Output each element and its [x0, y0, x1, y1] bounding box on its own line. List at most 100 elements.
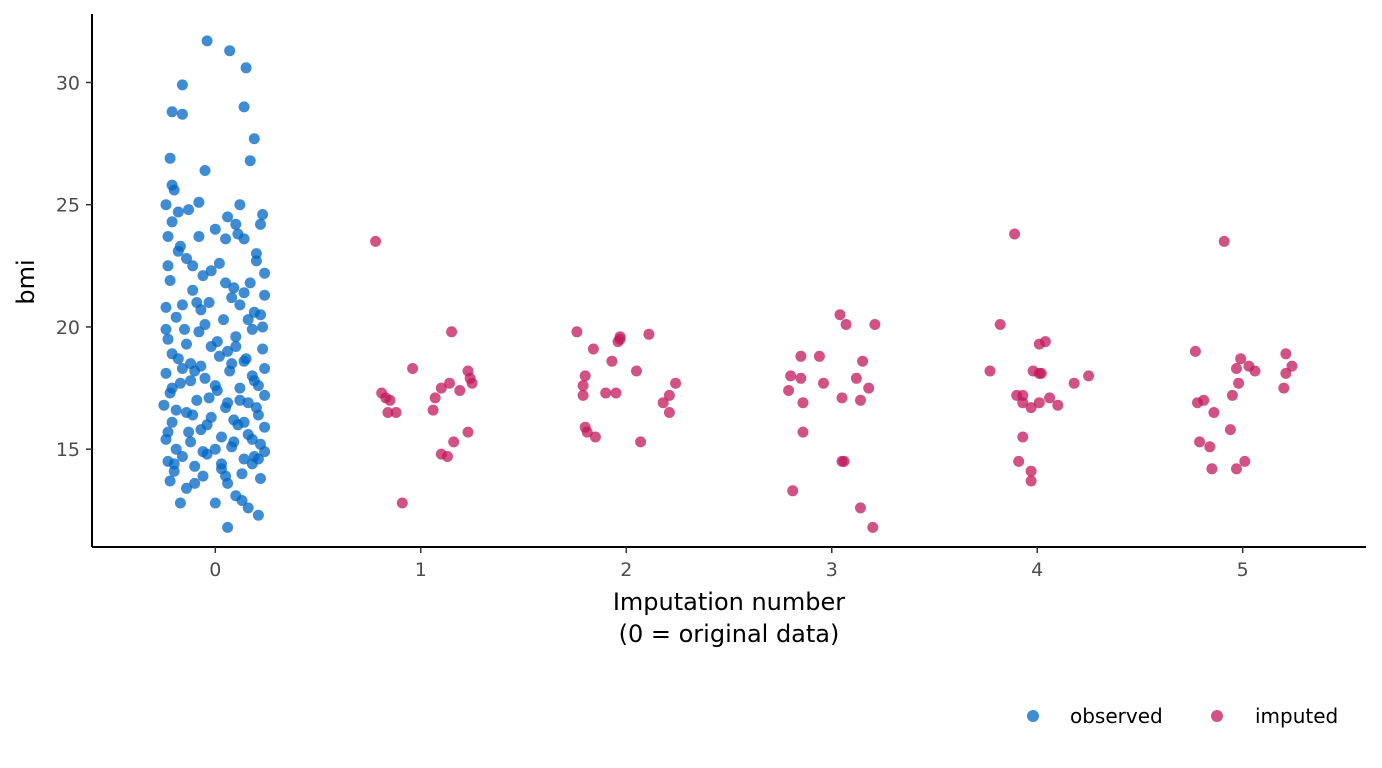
observed-point: [187, 284, 199, 296]
imputed-point: [444, 377, 455, 389]
observed-point: [193, 196, 205, 208]
observed-point: [259, 289, 271, 301]
observed-point: [172, 353, 184, 365]
observed-point: [201, 419, 213, 431]
observed-point: [189, 460, 201, 472]
imputed-point: [850, 372, 862, 384]
observed-point: [211, 336, 223, 348]
imputed-point: [855, 502, 866, 514]
observed-point: [230, 341, 242, 352]
imputed-point: [663, 389, 675, 401]
imputed-point: [1083, 370, 1095, 382]
observed-point: [191, 297, 203, 308]
observed-point: [209, 380, 221, 392]
observed-point: [216, 458, 227, 470]
observed-point: [218, 314, 229, 326]
observed-point: [160, 367, 172, 379]
imputed-point: [610, 387, 622, 399]
imputed-point: [1194, 436, 1206, 448]
observed-point: [220, 277, 232, 289]
observed-point: [236, 495, 248, 506]
observed-point: [220, 470, 232, 482]
observed-point: [228, 282, 240, 294]
observed-point: [238, 287, 250, 299]
observed-point: [230, 331, 242, 343]
imputed-point: [797, 426, 809, 438]
imputed-point: [1013, 455, 1025, 467]
imputed-point: [643, 328, 655, 340]
imputed-point: [429, 392, 441, 404]
observed-point: [259, 446, 271, 458]
observed-point: [164, 475, 176, 487]
observed-point: [199, 372, 211, 384]
imputed-point: [836, 392, 848, 404]
imputed-point: [1204, 441, 1216, 453]
observed-point: [203, 392, 215, 404]
imputed-point: [589, 431, 601, 443]
observed-point: [195, 360, 207, 372]
observed-point: [244, 277, 256, 289]
imputed-point: [587, 343, 599, 355]
imputed-point: [1192, 397, 1203, 409]
observed-point: [228, 436, 240, 448]
observed-point: [236, 468, 248, 480]
axes-layer: 15 20 25 30 0 1 2 3 4 5: [56, 14, 1366, 581]
observed-point: [172, 245, 184, 257]
observed-point: [250, 255, 262, 267]
y-tick-label: 25: [56, 195, 80, 217]
imputed-point: [663, 407, 675, 418]
imputed-point: [1278, 382, 1290, 394]
imputed-point: [390, 407, 402, 418]
observed-point: [220, 233, 232, 245]
imputed-point: [1218, 235, 1230, 247]
imputed-point: [466, 377, 478, 389]
observed-point: [201, 35, 213, 47]
imputed-point: [1286, 360, 1298, 372]
imputed-point: [577, 380, 589, 392]
observed-point: [203, 297, 215, 308]
observed-point: [170, 443, 182, 455]
observed-point: [183, 204, 195, 216]
observed-point: [248, 133, 260, 145]
observed-point: [250, 402, 262, 414]
observed-point: [257, 343, 269, 355]
imputed-point: [384, 394, 396, 406]
imputed-point: [442, 451, 453, 462]
observed-point: [257, 321, 269, 333]
observed-point: [224, 45, 236, 57]
imputed-point: [863, 382, 875, 394]
points-layer: [158, 35, 1298, 533]
imputed-point: [840, 319, 852, 330]
imputed-point: [670, 377, 682, 389]
x-axis-title-line1: Imputation number: [613, 588, 845, 616]
observed-point: [255, 473, 266, 484]
imputed-point: [1208, 407, 1220, 418]
observed-point: [230, 218, 242, 230]
imputed-point: [795, 372, 807, 384]
observed-point: [222, 345, 234, 357]
legend-observed-swatch: [1027, 710, 1039, 722]
observed-point: [185, 436, 197, 448]
observed-point: [234, 199, 246, 211]
imputed-point: [855, 394, 866, 406]
imputed-point: [657, 397, 669, 409]
observed-point: [168, 184, 180, 196]
observed-point: [162, 260, 174, 272]
imputed-point: [994, 319, 1006, 330]
observed-point: [176, 299, 188, 311]
x-tick-label: 3: [826, 559, 838, 581]
observed-point: [176, 108, 188, 120]
imputed-point: [1044, 392, 1056, 404]
observed-point: [197, 270, 209, 282]
imputed-point: [1249, 365, 1261, 377]
observed-point: [209, 497, 221, 509]
observed-point: [197, 470, 209, 482]
observed-point: [205, 265, 217, 277]
imputed-point: [1017, 397, 1029, 409]
imputed-point: [787, 485, 799, 497]
observed-point: [222, 211, 234, 223]
observed-point: [162, 231, 174, 242]
imputed-point: [1017, 431, 1029, 443]
y-axis-title: bmi: [12, 259, 40, 304]
